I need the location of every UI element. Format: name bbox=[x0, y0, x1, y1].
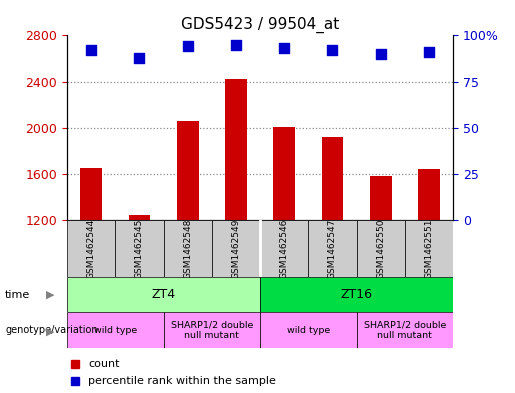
Bar bbox=[260, 277, 453, 312]
Text: count: count bbox=[88, 358, 119, 369]
Text: GSM1462546: GSM1462546 bbox=[280, 219, 289, 279]
Bar bbox=[80, 168, 102, 220]
Title: GDS5423 / 99504_at: GDS5423 / 99504_at bbox=[181, 17, 339, 33]
Text: GSM1462549: GSM1462549 bbox=[231, 219, 241, 279]
Point bbox=[329, 47, 337, 53]
Bar bbox=[308, 220, 356, 277]
Text: GSM1462550: GSM1462550 bbox=[376, 219, 385, 279]
Text: GSM1462551: GSM1462551 bbox=[424, 219, 434, 279]
Bar bbox=[67, 277, 260, 312]
Point bbox=[87, 47, 95, 53]
Bar bbox=[225, 79, 247, 220]
Bar bbox=[67, 220, 115, 277]
Bar bbox=[405, 220, 453, 277]
Bar bbox=[163, 220, 212, 277]
Text: percentile rank within the sample: percentile rank within the sample bbox=[88, 376, 276, 386]
Bar bbox=[115, 220, 163, 277]
Text: GSM1462545: GSM1462545 bbox=[135, 219, 144, 279]
Text: GSM1462547: GSM1462547 bbox=[328, 219, 337, 279]
Bar bbox=[370, 176, 391, 220]
Point bbox=[376, 51, 385, 57]
Text: SHARP1/2 double
null mutant: SHARP1/2 double null mutant bbox=[170, 320, 253, 340]
Text: genotype/variation: genotype/variation bbox=[5, 325, 98, 335]
Text: ZT16: ZT16 bbox=[340, 288, 373, 301]
Text: ▶: ▶ bbox=[46, 290, 55, 300]
Bar bbox=[273, 127, 295, 220]
Text: wild type: wild type bbox=[287, 326, 330, 334]
Point bbox=[135, 54, 144, 61]
Text: ZT4: ZT4 bbox=[151, 288, 176, 301]
Bar bbox=[356, 312, 453, 348]
Bar bbox=[212, 220, 260, 277]
Point bbox=[280, 45, 288, 51]
Point bbox=[232, 41, 240, 48]
Text: time: time bbox=[5, 290, 30, 300]
Text: ▶: ▶ bbox=[46, 327, 55, 337]
Bar bbox=[356, 220, 405, 277]
Bar bbox=[177, 121, 198, 220]
Text: GSM1462544: GSM1462544 bbox=[87, 219, 96, 279]
Text: wild type: wild type bbox=[94, 326, 137, 334]
Text: GSM1462548: GSM1462548 bbox=[183, 219, 192, 279]
Text: SHARP1/2 double
null mutant: SHARP1/2 double null mutant bbox=[364, 320, 446, 340]
Bar bbox=[260, 312, 356, 348]
Point bbox=[183, 43, 192, 50]
Point bbox=[425, 49, 433, 55]
Bar bbox=[163, 312, 260, 348]
Bar bbox=[322, 137, 344, 220]
Bar bbox=[129, 215, 150, 220]
Bar bbox=[67, 312, 163, 348]
Bar bbox=[418, 169, 440, 220]
Bar bbox=[260, 220, 308, 277]
